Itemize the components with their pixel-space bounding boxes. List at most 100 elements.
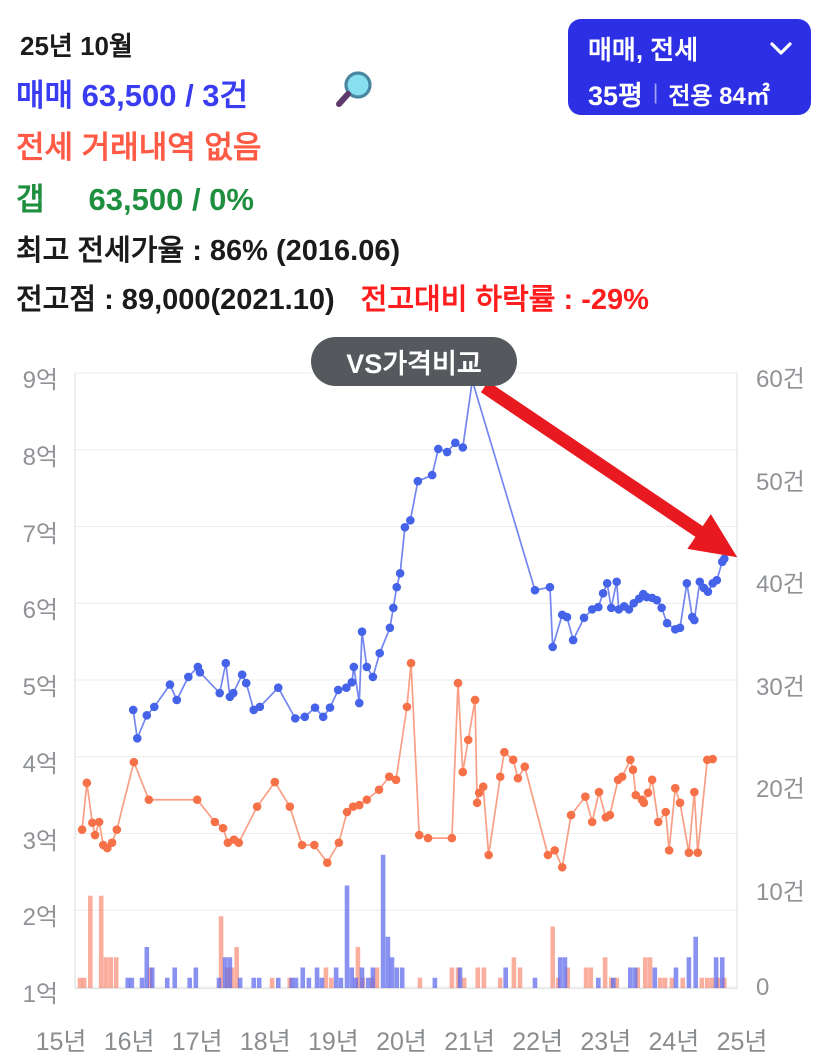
sale-volume-bar [149, 967, 155, 988]
sale-price-point [598, 588, 608, 598]
jeonse-volume-bar [497, 977, 503, 988]
jeonse-price-point [88, 818, 97, 828]
jeonse-price-point [500, 747, 509, 757]
sale-price-point [318, 712, 328, 722]
sale-volume-bar [596, 977, 601, 988]
sale-price-point [132, 734, 142, 743]
jeonse-price-point [414, 830, 424, 840]
sale-price-point [333, 685, 343, 695]
jeonse-volume-bar [614, 977, 619, 988]
chevron-down-icon [770, 42, 792, 55]
jeonse-price-point [587, 817, 597, 827]
sale-price-point [290, 714, 300, 723]
jeonse-volume-bar [113, 957, 119, 988]
jeonse-volume-bar [699, 977, 705, 988]
jeonse-price-point [474, 788, 484, 798]
vs-price-compare-badge[interactable]: VS가격비교 [311, 337, 517, 386]
jeonse-price-point [384, 772, 394, 782]
jeonse-price-point [453, 678, 463, 688]
jeonse-volume-bar [323, 967, 329, 988]
sale-price-point [385, 623, 395, 633]
sale-volume-bar [610, 977, 616, 988]
jeonse-price-point [270, 777, 280, 787]
trade-type-label: 매매, 전세 [588, 35, 699, 65]
jeonse-price-point [218, 823, 228, 833]
x-tick-label: 16년 [103, 1028, 155, 1056]
sale-volume-bar [693, 936, 698, 988]
sale-volume-bar [256, 977, 262, 988]
sale-volume-bar [293, 977, 299, 988]
sale-price-point [354, 698, 364, 708]
sale-volume-bar [164, 977, 170, 988]
sale-price-point [413, 476, 423, 486]
decline-arrow-head [687, 514, 738, 558]
jeonse-price-point [354, 800, 364, 810]
x-tick-label: 23년 [580, 1028, 632, 1056]
jeonse-volume-bar [449, 967, 455, 988]
sale-price-point [442, 447, 452, 457]
sale-price-point [362, 662, 372, 672]
sale-volume-bar [144, 947, 150, 988]
y-left-tick-label: 7억 [22, 520, 58, 548]
sale-price-point [458, 443, 468, 452]
sale-price-point [719, 554, 729, 564]
jeonse-price-point [513, 773, 523, 783]
jeonse-price-point [252, 802, 262, 811]
jeonse-price-point [550, 846, 560, 855]
jeonse-price-point [406, 658, 416, 668]
magnifier-icon[interactable] [334, 68, 378, 112]
sale-volume-bar [389, 957, 395, 988]
jeonse-price-point [643, 788, 653, 798]
sale-price-point [375, 648, 385, 658]
sale-price-point [652, 595, 662, 605]
jeonse-volume-bar [417, 977, 423, 988]
sale-price-point [433, 444, 443, 454]
jeonse-volume-bar [602, 957, 608, 988]
jeonse-price-point [77, 825, 87, 834]
trade-type-selector[interactable]: 매매, 전세 35평 | 전용 84㎡ [568, 19, 811, 115]
y-right-tick-label: 60건 [756, 366, 805, 393]
sale-price-point [675, 623, 685, 633]
sale-price-point [237, 670, 247, 679]
jeonse-price-point [508, 755, 518, 765]
x-tick-label: 21년 [444, 1028, 495, 1056]
sale-price-point [579, 613, 589, 623]
jeonse-price-point [192, 795, 202, 805]
jeonse-price-point [631, 790, 641, 800]
jeonse-price-line [81, 663, 713, 871]
sale-volume-bar [216, 977, 222, 988]
sale-price-point [172, 695, 182, 705]
jeonse-price-point [322, 858, 332, 867]
sale-price-point [215, 688, 224, 698]
sale-price-text: 매매 63,500 / 3건 [16, 78, 249, 113]
jeonse-price-point [374, 785, 384, 795]
max-jeonse-ratio: 최고 전세가율 : 86% (2016.06) [16, 235, 401, 267]
y-right-tick-label: 30건 [756, 673, 805, 701]
x-tick-label: 24년 [648, 1028, 700, 1056]
jeonse-price-point [708, 754, 718, 764]
jeonse-price-point [626, 755, 635, 765]
jeonse-price-point [458, 767, 468, 777]
jeonse-price-point [391, 775, 401, 785]
sale-price-point [368, 672, 378, 682]
sale-price-point [347, 678, 357, 687]
jeonse-volume-bar [704, 977, 710, 988]
jeonse-price-point [653, 817, 663, 827]
jeonse-price-point [310, 840, 319, 850]
sale-price-point [195, 668, 205, 677]
sale-price-point [149, 702, 159, 712]
sale-volume-bar [139, 977, 145, 988]
jeonse-price-point [543, 850, 553, 860]
jeonse-price-point [210, 817, 220, 827]
previous-peak-row: 전고점 : 89,000(2021.10) 전고대비 하락률 : -29% [16, 276, 649, 318]
jeonse-price-point [520, 762, 530, 772]
sale-volume-bar [359, 967, 365, 988]
jeonse-volume-bar [657, 977, 663, 988]
sale-volume-bar [344, 885, 350, 988]
y-right-tick-label: 10건 [756, 878, 805, 906]
sale-volume-bar [557, 957, 563, 988]
sale-price-point [400, 522, 410, 532]
x-tick-label: 15년 [35, 1028, 87, 1056]
jeonse-price-point [144, 795, 154, 805]
sale-volume-bar [187, 977, 193, 988]
